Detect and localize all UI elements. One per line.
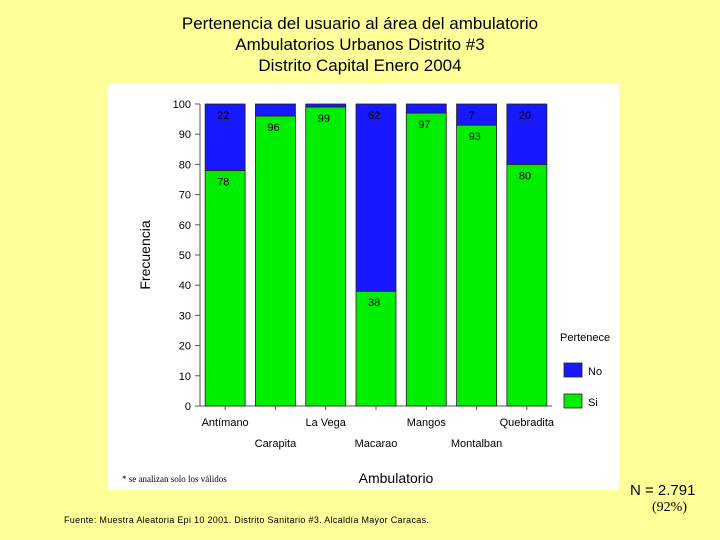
bar-si xyxy=(355,290,397,407)
sample-size: N = 2.791 xyxy=(630,482,696,499)
y-tick-label: 70 xyxy=(179,190,191,202)
chart-title-line-1: Pertenencia del usuario al área del ambu… xyxy=(181,14,539,33)
data-label-si: 96 xyxy=(267,122,279,134)
chart-title-line-3: Distrito Capital Enero 2004 xyxy=(258,56,462,75)
data-label-si: 38 xyxy=(368,297,380,309)
x-tick-label: Carapita xyxy=(255,438,297,450)
legend-swatch-no xyxy=(563,362,583,378)
x-axis-label: Ambulatorio xyxy=(359,470,434,486)
chart-title-line-2: Ambulatorios Urbanos Distrito #3 xyxy=(235,35,485,54)
x-tick-label: Mangos xyxy=(407,417,447,429)
data-label-no: 7 xyxy=(469,110,475,122)
source-footnote: Fuente: Muestra Aleatoria Epi 10 2001. D… xyxy=(64,515,430,525)
bar-si xyxy=(405,112,447,407)
bar-si xyxy=(506,164,548,407)
y-tick-label: 30 xyxy=(179,310,191,322)
legend-swatch-si xyxy=(563,393,583,409)
bar-no xyxy=(405,103,447,114)
y-axis-label: Frecuencia xyxy=(137,220,153,289)
bar-no xyxy=(305,103,347,108)
sample-percent: (92%) xyxy=(652,500,687,515)
chart-panel: 0 10 20 30 40 50 60 70 80 90 100 Frecuencia 78 22 Antí… xyxy=(108,84,619,490)
legend-title: Pertenece xyxy=(560,332,610,344)
y-tick-label: 20 xyxy=(179,341,191,353)
legend-label-no: No xyxy=(588,366,602,378)
data-label-si: 78 xyxy=(217,176,229,188)
data-label-no: 20 xyxy=(519,110,531,122)
y-tick-label: 100 xyxy=(173,99,191,111)
y-tick-label: 80 xyxy=(179,159,191,171)
data-label-si: 97 xyxy=(418,119,430,131)
x-tick-label: Macarao xyxy=(355,438,398,450)
x-tick-label: Antímano xyxy=(202,417,249,429)
y-tick-label: 60 xyxy=(179,220,191,232)
data-label-si: 80 xyxy=(519,170,531,182)
x-tick-label: Montalban xyxy=(451,438,502,450)
bar-no xyxy=(355,103,397,292)
bar-no xyxy=(255,103,296,117)
bar-no xyxy=(456,103,497,126)
bar-si xyxy=(204,170,246,407)
bar-no xyxy=(204,103,246,171)
stacked-bar-chart: 0 10 20 30 40 50 60 70 80 90 100 Frecuencia 78 22 Antí… xyxy=(137,99,610,486)
data-label-no: 22 xyxy=(217,110,229,122)
data-label-si: 99 xyxy=(318,113,330,125)
y-tick-label: 50 xyxy=(179,250,191,262)
x-tick-label: Quebradita xyxy=(500,417,555,429)
y-tick-label: 10 xyxy=(179,371,191,383)
y-tick-label: 0 xyxy=(185,401,191,413)
data-label-si: 93 xyxy=(469,131,481,143)
x-tick-label: La Vega xyxy=(306,417,347,429)
legend-label-si: Si xyxy=(588,397,598,409)
bar-no xyxy=(506,103,548,165)
bar-si xyxy=(456,124,497,407)
y-tick-label: 90 xyxy=(179,129,191,141)
y-tick-label: 40 xyxy=(179,280,191,292)
bar-si xyxy=(305,106,347,407)
validity-note: * se analizan solo los válidos xyxy=(122,474,227,484)
data-label-no: 62 xyxy=(368,110,380,122)
bar-si xyxy=(255,115,296,407)
